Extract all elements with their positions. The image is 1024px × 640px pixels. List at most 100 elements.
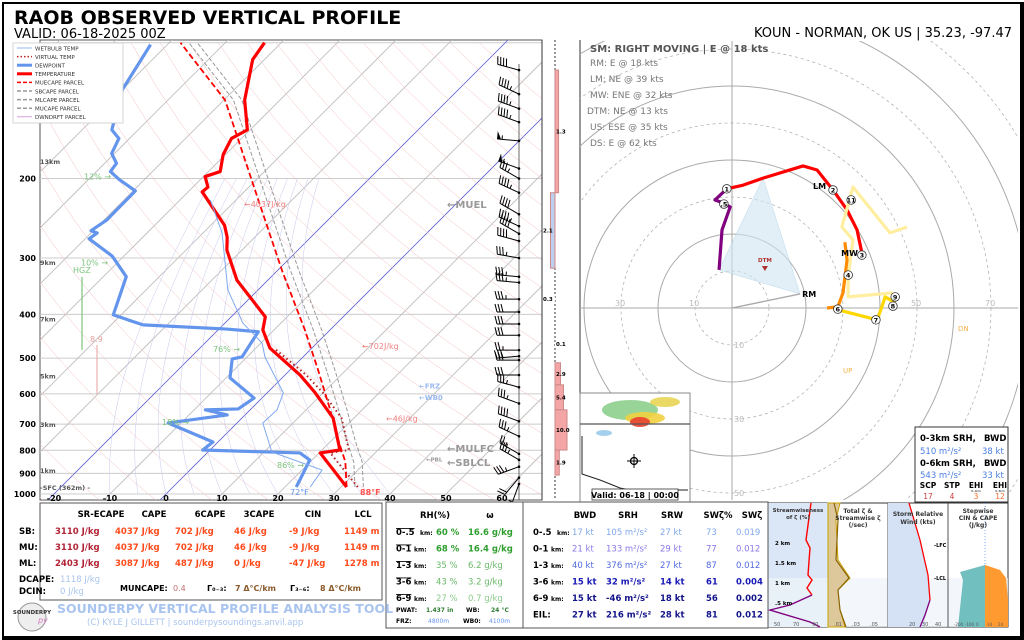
wind-barb [497,92,521,110]
barb-dot [517,275,521,279]
rh-label: 86% → [277,461,304,470]
row-label: ML: [19,559,36,569]
tick-label: -100 [965,622,975,627]
barb-full [494,351,498,361]
barb-full [498,208,502,217]
barb-full [498,76,502,85]
panel-title: of ζ (%) [786,515,810,521]
table-cell: 15 kt [572,578,597,588]
barb-full [497,327,501,336]
height-marker [857,250,867,260]
table-cell: -46 m²/s² [606,594,649,604]
muncape-label: MUNCAPE: [120,584,168,593]
barb-full [502,216,506,225]
barb-full [494,327,498,336]
index-label: STP [944,481,961,490]
surface-dewpoint-label: 72°F [290,488,309,497]
barb-full [506,179,510,188]
srh-03-value: 510 m²/s² [920,447,961,457]
barb-full [504,421,507,430]
dry-adiabat [40,101,439,500]
barb-full [498,266,501,276]
legend-label: DEWPOINT [35,64,66,70]
table-cell: 56 [706,594,718,604]
table-cell: 15 kt [572,594,597,604]
column-header: SWζ [742,511,763,521]
height-marker [722,184,732,194]
barb-flag [497,130,502,140]
wind-barb [494,315,521,326]
row-label: MU: [19,543,38,553]
table-cell: 61 [706,578,718,588]
hodograph-trace [837,295,896,322]
storm-motion-title: SM: RIGHT MOVING | E @ 18 kts [590,44,768,55]
barb-staff [498,182,520,194]
barb-half [505,379,508,384]
barb-staff [497,355,520,359]
barb-staff [511,483,520,505]
barb-full [499,195,503,204]
barb-full [497,342,501,351]
barb-full [498,272,501,281]
barb-half [505,251,508,256]
index-sublabel: 0-1km [971,489,981,493]
table-cell: 487 J/kg [175,559,214,569]
dry-adiabat [130,42,542,434]
height-marker-label: 1 [725,185,730,193]
hodo-ring-label: 10 [689,299,699,308]
barb-full [497,490,506,495]
barb-dot [517,334,521,337]
legend-label: WETBULB TEMP [35,46,79,52]
barb-full [504,443,508,452]
tick-label: 50 [774,622,780,628]
frz-value: 4800m [428,618,449,625]
barb-full [494,291,498,300]
barb-half [509,184,513,189]
barb-full [499,246,501,255]
tick-label: .03 [852,622,860,628]
hodo-ring-label: 30 [615,299,625,308]
barb-dot [517,232,521,236]
index-value: 12 [995,492,1005,501]
moist-adiabat [237,178,279,495]
muncape-value: 0.4 [173,584,186,593]
map-valid-label: Valid: 06-18 | 00:00 [591,491,679,500]
profile-bar-label: 0.3 [543,297,553,303]
rh-value: 68 % [436,545,460,555]
bwd-06-header: BWD [984,459,1006,469]
pressure-tick-label: 200 [19,175,36,184]
barb-dot [517,310,521,314]
index-label: EHI [993,481,1007,490]
wind-barb [498,418,521,438]
profile-bar [549,192,556,269]
wind-barb [499,440,521,462]
tick-label: 40 [935,622,941,628]
cape-label: ←702J/kg [362,342,399,351]
row-unit: km: [414,596,427,603]
lapse-36-value: 8 Δ°C/km [320,584,361,593]
table-cell: 376 m²/s² [606,561,647,571]
hodo-ring-label: 70 [985,299,995,308]
profile-bar-label: 2.9 [556,372,566,378]
column-header: LCL [354,510,372,520]
lfc-label: -LFC [934,543,947,549]
storm-motion-line: RM: E @ 18 kts [590,59,658,69]
height-marker-label: 6 [836,306,841,314]
column-header: CIN [305,510,322,520]
barb-full [507,199,511,208]
hodograph-trace [840,185,908,299]
table-cell: 0.012 [736,611,763,621]
barb-flag [498,153,503,163]
barb-full [498,465,505,473]
barb-staff [498,426,520,437]
height-marker [719,199,729,209]
height-marker-label: 8 [891,303,896,311]
index-value: 4 [950,492,955,501]
wind-barb [497,387,521,405]
table-cell: 2403 J/kg [55,559,100,569]
dry-adiabat [304,42,542,261]
row-unit: km: [551,580,564,587]
temperature-tick-label: -20 [47,494,62,503]
tick-label: .05 [870,622,878,628]
rh-label: 12% → [84,173,111,182]
